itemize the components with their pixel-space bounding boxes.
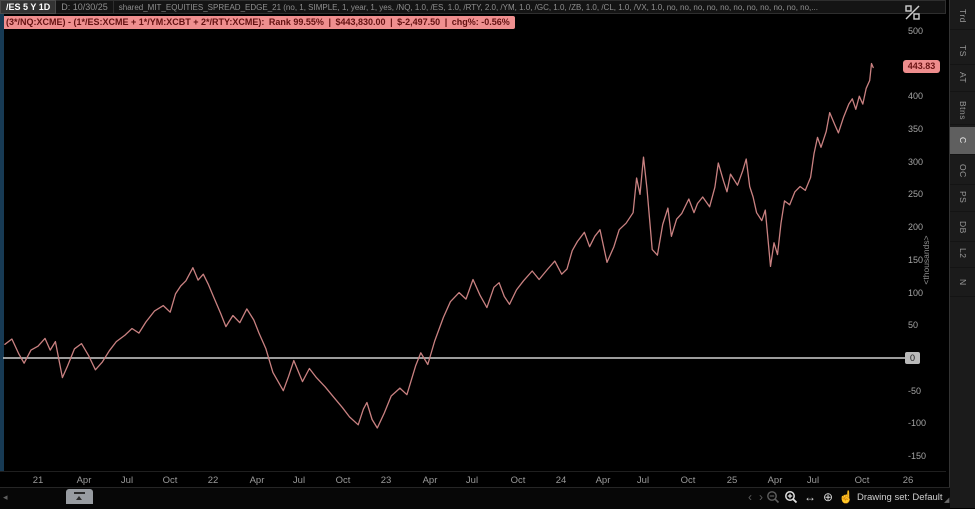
zoom-out-icon[interactable] [766, 490, 780, 504]
right-gadget-sidebar: Trd TS AT Btns C OC PS DB L2 N [949, 0, 975, 508]
y-tick-label: 500 [908, 25, 924, 36]
sidebar-tab-oc[interactable]: OC [950, 157, 975, 185]
study-parameters-box[interactable]: shared_MIT_EQUITIES_SPREAD_EDGE_21 (no, … [113, 0, 946, 14]
x-tick-label: Jul [465, 475, 479, 486]
y-tick-label: 400 [908, 91, 924, 102]
x-tick-label: Jul [120, 475, 134, 486]
x-tick-label: Apr [422, 475, 438, 486]
last-price-badge: 443.83 [903, 60, 940, 73]
pan-left-icon[interactable]: ‹ [748, 490, 752, 504]
x-tick-label: Oct [854, 475, 870, 486]
y-tick-label: 200 [908, 222, 924, 233]
spread-formula: (3*/NQ:XCME) - (1*/ES:XCME + 1*/YM:XCBT … [6, 17, 265, 27]
spread-change: $-2,497.50 [397, 17, 441, 27]
x-tick-label: Apr [767, 475, 783, 486]
x-tick-label: Oct [510, 475, 526, 486]
separator: | [444, 17, 448, 27]
left-edge-strip [0, 14, 4, 471]
symbol-period-box[interactable]: /ES 5 Y 1D [0, 0, 57, 14]
price-line [4, 62, 874, 429]
x-tick-label: Oct [335, 475, 351, 486]
handle-bar-glyph [74, 492, 85, 494]
y-tick-label: 350 [908, 123, 924, 134]
x-tick-label: 23 [380, 475, 392, 486]
zero-axis-badge: 0 [905, 352, 920, 364]
spread-rank: Rank 99.55% [268, 17, 324, 27]
cursor-hand-icon[interactable]: ☝ [838, 490, 854, 504]
separator: | [390, 17, 393, 27]
axis-separator-line [0, 471, 946, 472]
sidebar-tab-at[interactable]: AT [950, 64, 975, 92]
sidebar-tab-ts[interactable]: TS [950, 37, 975, 65]
crosshair-icon[interactable]: ⊕ [822, 490, 834, 504]
handle-arrow-glyph [76, 496, 82, 500]
sidebar-tab-c[interactable]: C [950, 127, 975, 155]
y-tick-label: 250 [908, 189, 924, 200]
y-tick-label: -50 [908, 385, 922, 396]
studies-percent-icon[interactable] [905, 5, 920, 20]
x-tick-label: 22 [207, 475, 219, 486]
y-tick-label: -150 [908, 451, 927, 462]
fit-width-icon[interactable]: ↔ [804, 490, 816, 504]
spread-summary-badge: (3*/NQ:XCME) - (1*/ES:XCME + 1*/YM:XCBT … [1, 16, 515, 29]
sidebar-tab-btns[interactable]: Btns [950, 97, 975, 125]
time-axis-handle[interactable] [66, 489, 93, 504]
x-tick-label: 21 [32, 475, 44, 486]
x-tick-label: Jul [292, 475, 306, 486]
bottom-toolbar [0, 487, 950, 509]
sidebar-tab-l2[interactable]: L2 [950, 240, 975, 268]
scroll-left-arrow-icon[interactable]: ◂ [3, 492, 8, 502]
x-tick-label: Oct [162, 475, 178, 486]
date-box[interactable]: D: 10/30/25 [56, 0, 114, 14]
x-tick-label: Jul [636, 475, 650, 486]
zoom-in-icon[interactable] [784, 490, 798, 504]
y-tick-label: 100 [908, 287, 924, 298]
y-tick-label: 300 [908, 156, 924, 167]
sidebar-tab-ps[interactable]: PS [950, 184, 975, 212]
x-tick-label: 25 [726, 475, 738, 486]
x-tick-label: Oct [680, 475, 696, 486]
spread-change-pct: chg%: -0.56% [451, 17, 510, 27]
y-tick-label: 150 [908, 254, 924, 265]
x-tick-label: Apr [249, 475, 265, 486]
resize-grip-icon[interactable]: ◢ [944, 497, 950, 504]
separator: | [328, 17, 331, 27]
sidebar-tab-trd[interactable]: Trd [950, 2, 975, 30]
drawing-set-label[interactable]: Drawing set: Default [857, 492, 943, 503]
sidebar-tab-db[interactable]: DB [950, 214, 975, 242]
x-tick-label: 26 [902, 475, 914, 486]
x-tick-label: Jul [806, 475, 820, 486]
chart-header-row: /ES 5 Y 1D D: 10/30/25 shared_MIT_EQUITI… [0, 0, 946, 14]
chart-area[interactable] [0, 0, 946, 486]
y-tick-label: 50 [908, 320, 919, 331]
y-tick-label: -100 [908, 418, 927, 429]
x-tick-label: Apr [76, 475, 92, 486]
x-tick-label: 24 [555, 475, 567, 486]
pan-right-icon[interactable]: › [759, 490, 763, 504]
x-tick-label: Apr [595, 475, 611, 486]
sidebar-tab-n[interactable]: N [950, 269, 975, 297]
spread-value: $443,830.00 [335, 17, 386, 27]
